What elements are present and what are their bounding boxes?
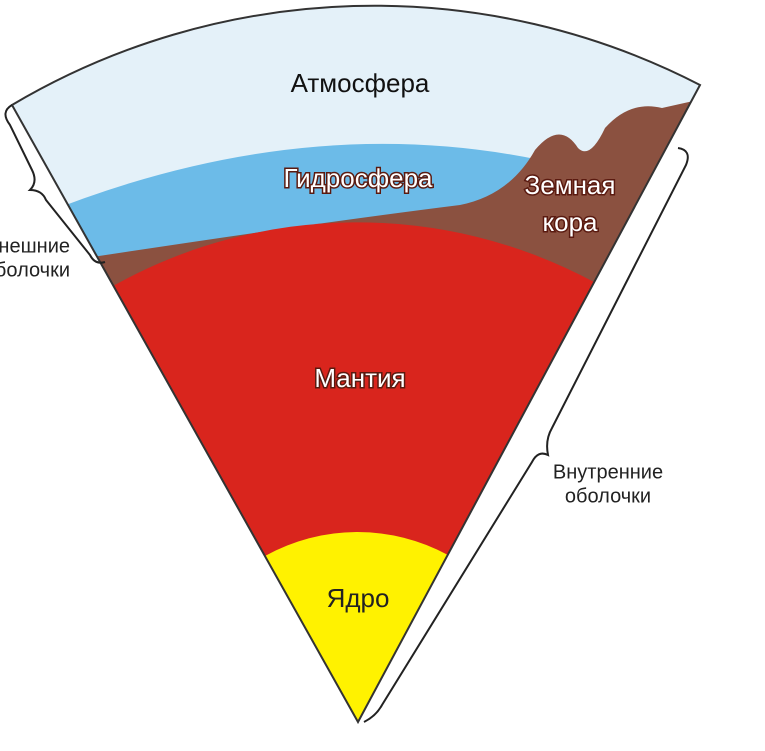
mantle-label: Мантия [314,363,405,393]
inner-shells-label: оболочки [565,485,651,507]
inner-shells-label: Внутренние [553,461,663,483]
outer-shells-label: оболочки [0,259,70,281]
crust-label: Земная [525,170,616,200]
diagram: Атмосфера Гидросфера Земная кора Мантия … [0,0,765,751]
core-layer [265,532,448,722]
outer-shells-label: Внешние [0,235,70,257]
crust-label: кора [542,207,598,237]
hydrosphere-label: Гидросфера [283,163,433,193]
core-label: Ядро [327,583,390,613]
atmosphere-label: Атмосфера [291,68,430,98]
